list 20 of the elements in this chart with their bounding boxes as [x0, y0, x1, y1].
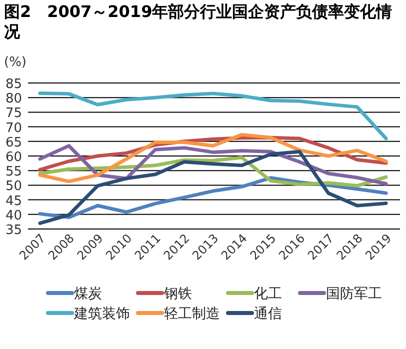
y-tick-label: 55	[5, 164, 22, 180]
title: 图2 2007～2019年部分行业国企资产负债率变化情况	[4, 2, 392, 41]
y-tick-label: 50	[5, 179, 22, 194]
y-tick-label: 45	[5, 194, 22, 209]
legend-label: 煤炭	[74, 286, 102, 302]
legend-label: 建筑装饰	[73, 306, 130, 322]
legend-label: 通信	[254, 306, 282, 322]
y-tick-label: 80	[5, 92, 22, 107]
y-tick-label: 85	[5, 77, 22, 92]
y-tick-label: 65	[5, 135, 22, 150]
y-axis-title: (%)	[4, 55, 26, 70]
y-tick-label: 70	[5, 120, 22, 136]
y-tick-label: 60	[5, 150, 22, 165]
legend-label: 钢铁	[163, 286, 192, 302]
y-tick-label: 75	[5, 106, 22, 122]
y-tick-label: 35	[5, 223, 22, 238]
legend-label: 轻工制造	[164, 306, 220, 322]
legend-label: 国防军工	[326, 286, 382, 302]
legend-label: 化工	[254, 286, 282, 302]
y-tick-label: 40	[5, 208, 22, 224]
